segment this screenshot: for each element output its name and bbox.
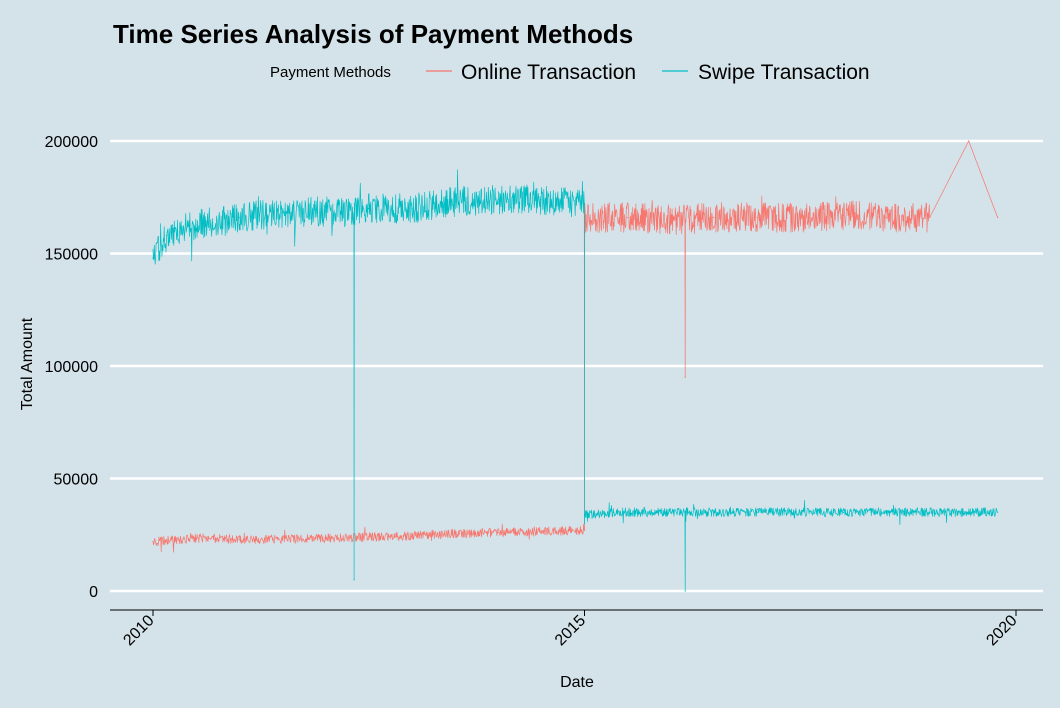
data-point-swipe-transaction-24 [799,511,801,513]
series-line-swipe-transaction [152,169,998,592]
data-point-swipe-transaction-18 [670,511,672,513]
data-point-swipe-transaction-27 [929,511,931,513]
x-tick-label-2015: 2015 [552,612,589,649]
data-point-online-transaction-8 [497,531,499,534]
series-layer [152,140,999,592]
data-point-online-transaction-21 [885,216,887,219]
series-line-online-transaction [152,140,998,553]
data-point-swipe-transaction-0 [152,257,154,259]
data-point-swipe-transaction-16 [584,513,586,516]
data-point-online-transaction-23 [968,140,970,142]
data-point-online-transaction-10 [583,529,586,531]
data-point-online-transaction-17 [713,216,715,219]
data-point-swipe-transaction-2 [195,223,197,225]
data-point-swipe-transaction-15 [583,522,586,525]
y-tick-label-150000: 150000 [45,247,98,264]
data-point-swipe-transaction-14 [583,203,585,205]
x-tick-label-2020: 2020 [983,612,1020,649]
data-point-swipe-transaction-21 [684,511,687,513]
data-point-online-transaction-24 [997,216,999,219]
y-tick-label-50000: 50000 [54,472,99,489]
data-point-online-transaction-15 [684,376,686,378]
data-point-swipe-transaction-5 [324,210,327,212]
data-point-online-transaction-18 [756,216,758,219]
data-point-online-transaction-16 [684,219,687,221]
data-point-swipe-transaction-9 [367,207,370,210]
data-point-swipe-transaction-17 [626,511,628,513]
data-point-online-transaction-22 [929,216,931,219]
data-point-online-transaction-3 [281,538,283,540]
chart-title: Time Series Analysis of Payment Methods [113,19,633,49]
data-point-online-transaction-7 [454,533,456,535]
legend: Payment Methods Online Transaction Swipe… [270,61,870,84]
data-point-online-transaction-0 [152,540,154,543]
data-point-swipe-transaction-23 [756,511,758,513]
legend-label-online-transaction: Online Transaction [461,61,636,84]
data-point-swipe-transaction-11 [454,201,456,203]
data-point-swipe-transaction-12 [497,198,499,201]
data-point-online-transaction-2 [238,538,240,540]
data-point-online-transaction-4 [324,537,327,539]
grid [110,139,1043,593]
y-tick-label-0: 0 [89,584,98,601]
data-point-swipe-transaction-26 [885,511,887,513]
data-point-online-transaction-19 [799,216,801,219]
y-tick-label-100000: 100000 [45,359,98,376]
data-point-online-transaction-20 [842,214,845,216]
data-point-swipe-transaction-8 [353,212,355,214]
data-point-swipe-transaction-3 [238,216,240,219]
y-axis-title: Total Amount [19,317,36,410]
data-point-swipe-transaction-1 [166,234,168,237]
data-point-swipe-transaction-10 [411,207,413,210]
axes: 0 50000 100000 150000 200000 2010 2015 2020 [45,134,1043,649]
data-point-online-transaction-13 [670,219,672,221]
data-point-online-transaction-5 [367,536,370,538]
data-point-swipe-transaction-20 [684,590,686,592]
data-point-swipe-transaction-28 [997,511,999,513]
legend-label-swipe-transaction: Swipe Transaction [698,61,870,84]
x-axis-title: Date [560,674,594,691]
data-point-online-transaction-1 [195,537,197,539]
x-tick-label-2010: 2010 [120,612,157,649]
data-point-swipe-transaction-4 [281,212,283,214]
data-point-swipe-transaction-22 [713,511,715,513]
y-tick-label-200000: 200000 [45,134,98,151]
series-swipe-transaction [152,169,999,592]
data-point-online-transaction-12 [626,216,628,219]
data-point-swipe-transaction-25 [842,511,845,513]
data-point-swipe-transaction-13 [540,198,542,201]
data-point-online-transaction-9 [540,530,542,533]
series-online-transaction [152,140,999,553]
legend-title: Payment Methods [270,64,391,81]
data-point-online-transaction-6 [411,535,413,537]
data-point-swipe-transaction-7 [353,579,355,581]
